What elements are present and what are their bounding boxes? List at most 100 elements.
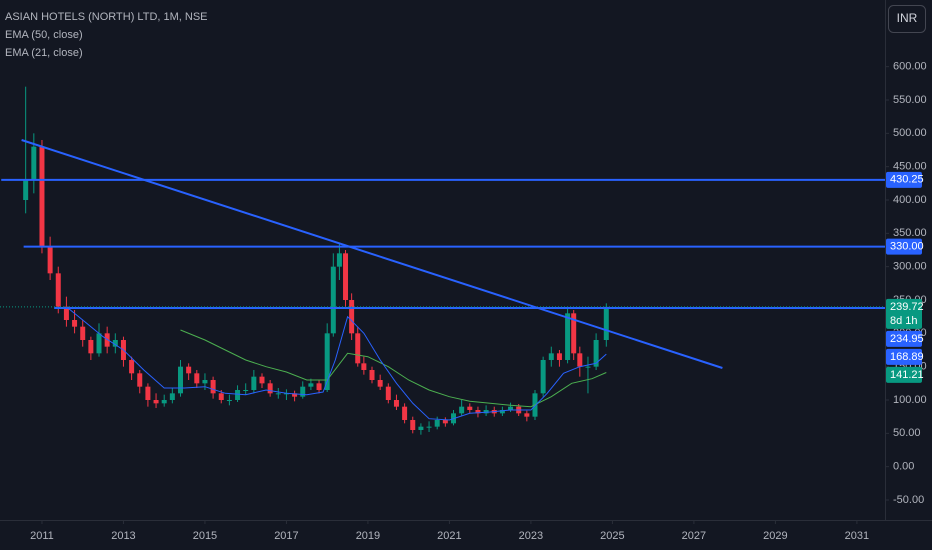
currency-button[interactable] xyxy=(888,5,926,33)
y-tick-label: 500.00 xyxy=(893,127,927,139)
price-tag-label: 234.95 xyxy=(890,333,924,345)
candle-body xyxy=(442,420,448,424)
trend-line xyxy=(21,139,723,369)
currency-label[interactable]: INR xyxy=(897,11,918,25)
y-tick-label: 400.00 xyxy=(893,194,927,206)
ema-line xyxy=(66,306,607,421)
candle-body xyxy=(393,400,399,407)
candle-body xyxy=(47,246,53,274)
price-tag-label: 330.00 xyxy=(890,241,924,253)
candle-body xyxy=(540,360,546,394)
candle-body xyxy=(80,326,86,340)
price-tag: 234.95 xyxy=(886,330,924,347)
ema-line xyxy=(180,329,607,408)
price-tag: 141.21 xyxy=(886,366,924,383)
y-tick-label: 550.00 xyxy=(893,94,927,106)
candle-body xyxy=(292,393,298,397)
candle-body xyxy=(194,373,200,384)
candle-body xyxy=(349,300,355,334)
candle-body xyxy=(426,426,432,428)
price-tag-countdown: 8d 1h xyxy=(890,315,918,327)
candle-body xyxy=(169,393,175,400)
candle-body xyxy=(524,413,530,417)
candle-body xyxy=(577,353,583,367)
candle-body xyxy=(283,393,289,395)
candle-body xyxy=(418,426,424,430)
candle-body xyxy=(603,306,609,340)
candle-body xyxy=(186,366,192,374)
x-tick-label: 2029 xyxy=(763,530,787,542)
price-tag-box xyxy=(886,238,922,255)
y-tick-label: 50.00 xyxy=(893,427,921,439)
price-tag: 330.00 xyxy=(886,238,924,255)
y-tick-label: 350.00 xyxy=(893,227,927,239)
plot: -50.000.0050.00100.00150.00200.00250.003… xyxy=(0,61,927,542)
price-tag-label: 141.21 xyxy=(890,369,924,381)
x-tick-label: 2031 xyxy=(845,530,869,542)
price-tag-box xyxy=(886,348,922,365)
candle-body xyxy=(308,383,314,387)
candle-body xyxy=(153,400,159,404)
candle-body xyxy=(385,386,391,400)
price-tag-box xyxy=(886,330,922,347)
legend-entry: EMA (21, close) xyxy=(5,47,83,59)
candle-body xyxy=(556,353,562,360)
y-tick-label: 450.00 xyxy=(893,161,927,173)
candle-body xyxy=(343,253,349,300)
candle-body xyxy=(235,390,241,400)
candle-body xyxy=(434,420,440,427)
candle-body xyxy=(467,406,473,410)
candle-body xyxy=(39,146,45,247)
candle-body xyxy=(316,383,322,390)
x-tick-label: 2017 xyxy=(274,530,298,542)
x-tick-label: 2019 xyxy=(356,530,380,542)
candle-body xyxy=(259,376,265,384)
candle-body xyxy=(565,313,571,360)
candle-body xyxy=(410,420,416,430)
candle-body xyxy=(330,266,336,334)
candle-body xyxy=(55,273,61,307)
x-tick-label: 2011 xyxy=(30,530,54,542)
price-tag-label: 168.89 xyxy=(890,351,924,363)
candle-body xyxy=(369,370,375,380)
candle-body xyxy=(267,383,273,394)
x-tick-label: 2021 xyxy=(437,530,461,542)
price-tag-box xyxy=(886,298,922,329)
candle-body xyxy=(226,400,232,401)
x-tick-label: 2023 xyxy=(519,530,543,542)
legend-entry: EMA (50, close) xyxy=(5,29,83,41)
candle-body xyxy=(218,393,224,400)
candle-body xyxy=(96,333,102,354)
price-tag-label: 430.25 xyxy=(890,174,924,186)
candle-body xyxy=(63,306,69,320)
candle-body xyxy=(300,386,306,397)
candle-body xyxy=(377,380,383,387)
candle-body xyxy=(243,390,249,391)
candle-body xyxy=(508,406,514,410)
price-tag-label: 239.72 xyxy=(890,301,924,313)
candle-body xyxy=(23,180,29,200)
x-tick-label: 2025 xyxy=(600,530,624,542)
candle-body xyxy=(210,380,216,394)
x-tick-label: 2027 xyxy=(682,530,706,542)
candle-body xyxy=(548,353,554,360)
y-tick-label: 600.00 xyxy=(893,61,927,73)
candle-body xyxy=(475,410,481,414)
y-tick-label: 100.00 xyxy=(893,394,927,406)
candle-body xyxy=(402,406,408,420)
candle-body xyxy=(178,366,184,394)
candle-body xyxy=(137,373,143,387)
candle-body xyxy=(72,320,78,327)
price-tag-box xyxy=(886,366,922,383)
price-tag: 239.72 8d 1h xyxy=(886,298,924,329)
candle-body xyxy=(31,146,37,180)
price-tag-box xyxy=(886,171,922,188)
candle-body xyxy=(483,410,489,414)
candle-body xyxy=(336,253,342,267)
candle-body xyxy=(202,380,208,384)
x-tick-label: 2013 xyxy=(111,530,135,542)
candle-body xyxy=(571,313,577,354)
chart-title: ASIAN HOTELS (NORTH) LTD, 1M, NSE xyxy=(5,11,208,23)
